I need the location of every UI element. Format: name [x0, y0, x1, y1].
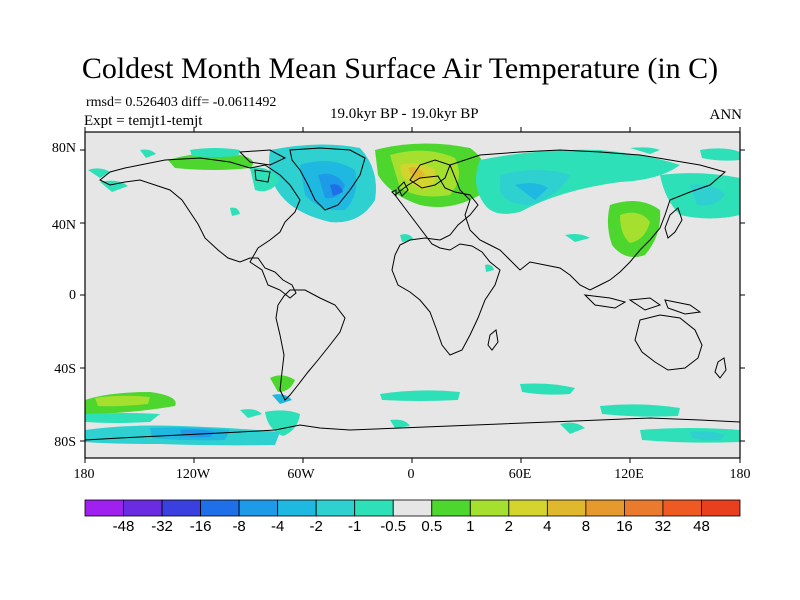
lon-label-60e: 60E — [508, 467, 532, 482]
coastline-japan — [664, 207, 683, 239]
anomaly-patch — [240, 409, 262, 418]
period-label: 19.0kyr BP - 19.0kyr BP — [330, 106, 479, 122]
anomaly-patch — [630, 147, 660, 154]
coastline-north-america — [99, 157, 301, 299]
experiment-line: Expt = temjt1-temjt — [84, 113, 203, 129]
lat-label-80n: 80N — [51, 141, 76, 156]
colorbar-swatch — [624, 499, 664, 517]
anomaly-patch — [250, 167, 280, 192]
colorbar-swatch — [508, 499, 548, 517]
coastline-south-america — [275, 289, 346, 401]
lon-label-0: 0 — [407, 467, 415, 482]
colorbar-swatch — [431, 499, 471, 517]
colorbar-label: 4 — [543, 518, 552, 535]
coastline-indonesia — [583, 294, 702, 315]
colorbar-swatch — [200, 499, 240, 517]
lon-label-120w: 120W — [175, 467, 211, 482]
anomaly-patch — [640, 428, 740, 443]
axis-ticks — [80, 127, 745, 463]
anomaly-patch — [140, 149, 156, 158]
anomaly-patch — [180, 429, 215, 438]
colorbar — [84, 499, 741, 517]
colorbar-swatch — [161, 499, 201, 517]
colorbar-label: 16 — [616, 518, 633, 535]
coastline-scandinavia — [409, 159, 451, 189]
colorbar-swatch — [123, 499, 163, 517]
coastline-madagascar — [487, 329, 499, 351]
coastline-new-zealand — [714, 357, 727, 379]
colorbar-swatch — [392, 499, 433, 517]
anomaly-patch — [690, 431, 725, 441]
colorbar-swatch — [238, 499, 279, 517]
colorbar-label: 1 — [466, 518, 475, 535]
colorbar-swatch — [701, 499, 741, 517]
season-label: ANN — [709, 107, 743, 123]
coastline-antarctica — [85, 417, 740, 441]
colorbar-label: -2 — [309, 518, 323, 535]
lat-label-40s: 40S — [54, 362, 76, 377]
anomaly-patch — [560, 422, 585, 434]
coastline-arctic-islands — [238, 149, 287, 183]
colorbar-label: -48 — [112, 518, 135, 535]
colorbar-label: 0.5 — [421, 518, 443, 535]
colorbar-swatch — [277, 499, 317, 517]
anomaly-patch — [272, 394, 292, 404]
anomaly-patch — [690, 184, 725, 206]
anomaly-patch — [230, 207, 240, 216]
map-title: Coldest Month Mean Surface Air Temperatu… — [81, 52, 719, 85]
lat-label-40n: 40N — [51, 218, 76, 233]
anomaly-patch — [620, 212, 650, 243]
anomaly-patch — [88, 168, 110, 178]
anomaly-patch — [565, 234, 590, 242]
colorbar-label: 8 — [581, 518, 591, 535]
coastline-europe-africa — [391, 175, 501, 356]
colorbar-label: -4 — [270, 518, 285, 535]
lon-label-180e: 180 — [729, 467, 751, 482]
colorbar-label: 48 — [693, 518, 710, 535]
colorbar-swatch — [662, 499, 702, 517]
anomaly-fill-layer — [85, 143, 740, 446]
colorbar-swatch — [84, 499, 124, 517]
colorbar-label: -16 — [189, 518, 212, 535]
colorbar-swatch — [315, 499, 356, 517]
coastlines — [85, 147, 740, 441]
coastline-british-isles — [391, 181, 409, 198]
colorbar-label: -0.5 — [380, 518, 407, 535]
coastline-asia — [449, 149, 727, 291]
anomaly-patch — [168, 153, 254, 170]
anomaly-patch — [85, 413, 160, 423]
coastline-australia — [634, 314, 703, 371]
anomaly-patch — [408, 167, 425, 182]
anomaly-patch — [380, 390, 460, 401]
colorbar-swatch — [469, 499, 510, 517]
lon-label-120e: 120E — [614, 467, 644, 482]
colorbar-swatch — [354, 499, 394, 517]
colorbar-label: -8 — [232, 518, 246, 535]
lon-label-180w: 180 — [73, 467, 95, 482]
colorbar-swatch — [546, 499, 587, 517]
anomaly-patch — [390, 419, 410, 428]
anomaly-patch — [330, 184, 343, 196]
anomaly-patch — [520, 383, 575, 395]
colorbar-swatch — [585, 499, 625, 517]
colorbar-label: -32 — [151, 518, 173, 535]
lat-label-80s: 80S — [54, 435, 76, 450]
stats-line: rmsd= 0.526403 diff= -0.0611492 — [86, 95, 277, 110]
colorbar-label: 2 — [504, 518, 513, 535]
anomaly-patch — [515, 183, 548, 200]
anomaly-patch — [485, 264, 494, 272]
anomaly-patch — [95, 395, 150, 407]
colorbar-label: 32 — [654, 518, 672, 535]
lat-label-0: 0 — [69, 288, 76, 303]
colorbar-label: -1 — [348, 518, 362, 535]
anomaly-patch — [600, 404, 680, 417]
anomaly-patch — [700, 148, 740, 161]
anomaly-patch — [190, 148, 240, 157]
anomaly-patch — [270, 375, 295, 392]
lon-label-60w: 60W — [287, 467, 315, 482]
coastline-greenland — [289, 147, 366, 211]
